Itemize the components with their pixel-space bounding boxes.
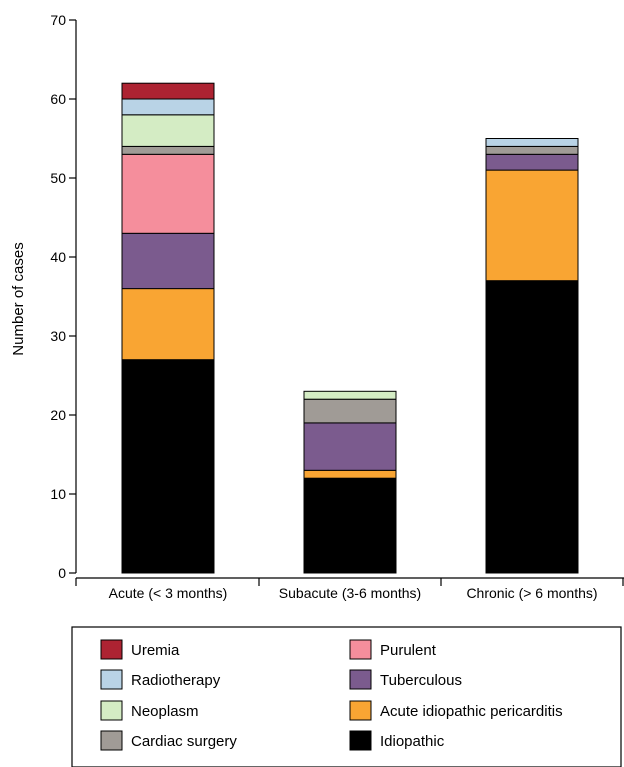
- bar-segment-tuberculous: [121, 232, 215, 290]
- y-tick-label: 60: [50, 91, 66, 107]
- legend-label-cardiac-surgery: Cardiac surgery: [131, 733, 237, 750]
- legend-label-tuberculous: Tuberculous: [380, 672, 462, 689]
- bar-segment-neoplasm: [121, 114, 215, 147]
- bar-segment-radiotherapy: [485, 138, 579, 147]
- y-tick-label: 50: [50, 170, 66, 186]
- x-tick-label: Chronic (> 6 months): [466, 585, 597, 601]
- bars-layer: [121, 82, 579, 574]
- x-tick-label: Acute (< 3 months): [109, 585, 228, 601]
- bar-segment-radiotherapy: [121, 98, 215, 116]
- x-ticks: Acute (< 3 months) Subacute (3-6 months) C…: [75, 578, 624, 601]
- y-tick-label: 30: [50, 328, 66, 344]
- legend-swatch-purulent: [349, 639, 372, 660]
- legend-swatch-acute-idiopathic-pericarditis: [349, 700, 372, 721]
- axes-layer: [75, 20, 624, 579]
- legend-swatch-radiotherapy: [100, 669, 123, 690]
- bar-segment-idiopathic: [485, 280, 579, 574]
- y-tick-label: 0: [58, 565, 66, 581]
- bar-segment-cardiac-surgery: [121, 145, 215, 155]
- bar-segment-cardiac-surgery: [485, 145, 579, 155]
- bar-segment-acute-idiopathic-pericarditis: [303, 469, 397, 479]
- bar-segment-idiopathic: [303, 477, 397, 574]
- legend-swatch-neoplasm: [100, 700, 123, 721]
- legend-swatch-uremia: [100, 639, 123, 660]
- bar-segment-neoplasm: [303, 390, 397, 400]
- x-tick-label: Subacute (3-6 months): [279, 585, 421, 601]
- bar-segment-acute-idiopathic-pericarditis: [485, 169, 579, 282]
- legend-label-uremia: Uremia: [131, 642, 180, 659]
- bar-segment-idiopathic: [121, 359, 215, 574]
- y-axis-title: Number of cases: [10, 242, 27, 355]
- bar-segment-uremia: [121, 82, 215, 100]
- y-tick-label: 10: [50, 486, 66, 502]
- bar-segment-tuberculous: [303, 422, 397, 471]
- legend-swatch-idiopathic: [349, 730, 372, 751]
- legend-box: [71, 626, 622, 767]
- legend-label-acute-idiopathic-pericarditis: Acute idiopathic pericarditis: [380, 703, 563, 720]
- y-tick-label: 20: [50, 407, 66, 423]
- legend: Uremia Radiotherapy Neoplasm Cardiac surger…: [100, 639, 563, 751]
- legend-label-neoplasm: Neoplasm: [131, 703, 199, 720]
- bar-segment-purulent: [121, 153, 215, 234]
- bar-segment-acute-idiopathic-pericarditis: [121, 288, 215, 361]
- legend-label-idiopathic: Idiopathic: [380, 733, 445, 750]
- y-ticks: 0 10 20 30 40 50 60 70: [50, 12, 76, 581]
- y-tick-label: 40: [50, 249, 66, 265]
- bar-segment-tuberculous: [485, 153, 579, 171]
- legend-label-radiotherapy: Radiotherapy: [131, 672, 221, 689]
- legend-swatch-cardiac-surgery: [100, 730, 123, 751]
- legend-swatch-tuberculous: [349, 669, 372, 690]
- legend-label-purulent: Purulent: [380, 642, 437, 659]
- y-tick-label: 70: [50, 12, 66, 28]
- bar-segment-cardiac-surgery: [303, 398, 397, 424]
